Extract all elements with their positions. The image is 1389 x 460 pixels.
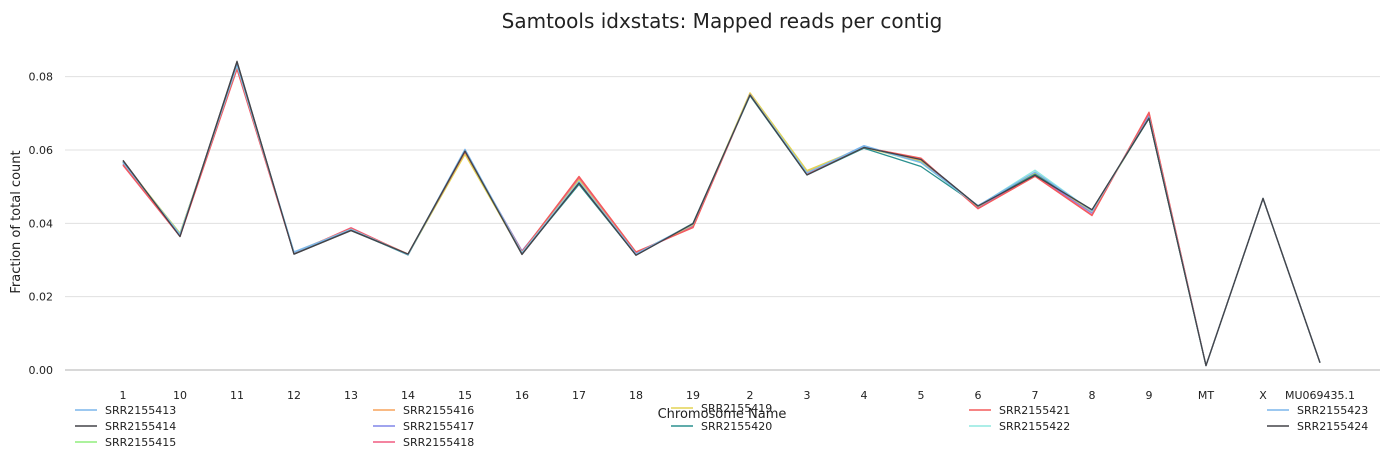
legend-label: SRR2155415 bbox=[105, 436, 176, 449]
x-tick-label: MT bbox=[1198, 389, 1214, 402]
legend-item[interactable]: SRR2155417 bbox=[373, 420, 474, 433]
series-line-SRR2155421 bbox=[122, 67, 1321, 367]
legend: SRR2155413 SRR2155414 SRR2155415 SRR2155416… bbox=[75, 402, 1368, 449]
x-tick-label: 3 bbox=[804, 389, 811, 402]
x-tick-label: 7 bbox=[1032, 389, 1039, 402]
series-line-SRR2155418 bbox=[122, 68, 1321, 367]
legend-label: SRR2155414 bbox=[105, 420, 176, 433]
legend-label: SRR2155423 bbox=[1297, 404, 1368, 417]
series-line-SRR2155416 bbox=[122, 65, 1321, 367]
x-tick-label: 19 bbox=[686, 389, 700, 402]
series-line-SRR2155423 bbox=[122, 63, 1321, 367]
x-tick-label: X bbox=[1259, 389, 1267, 402]
series-line-SRR2155417 bbox=[122, 64, 1321, 367]
x-tick-label: 13 bbox=[344, 389, 358, 402]
series-line-SRR2155419 bbox=[122, 65, 1321, 367]
chart-title: Samtools idxstats: Mapped reads per cont… bbox=[502, 9, 943, 33]
series-line-SRR2155415 bbox=[122, 66, 1321, 367]
x-tick-label: 15 bbox=[458, 389, 472, 402]
x-tick-label: 1 bbox=[120, 389, 127, 402]
x-tick-label: 8 bbox=[1089, 389, 1096, 402]
legend-label: SRR2155416 bbox=[403, 404, 474, 417]
legend-label: SRR2155419 bbox=[701, 402, 772, 415]
legend-item[interactable]: SRR2155414 bbox=[75, 420, 176, 433]
y-tick-label: 0.04 bbox=[29, 217, 54, 230]
series-line-SRR2155424 bbox=[122, 61, 1321, 367]
legend-label: SRR2155417 bbox=[403, 420, 474, 433]
x-tick-label: 18 bbox=[629, 389, 643, 402]
y-tick-label: 0.06 bbox=[29, 144, 54, 157]
legend-item[interactable]: SRR2155423 bbox=[1267, 404, 1368, 417]
y-axis-ticks: 0.00 0.02 0.04 0.06 0.08 bbox=[29, 71, 54, 377]
x-axis-ticks: 1 10 11 12 13 14 15 16 17 18 19 2 3 4 5 6 7 8 9 MT X MU069435… bbox=[120, 389, 1356, 402]
x-tick-label: 17 bbox=[572, 389, 586, 402]
legend-label: SRR2155418 bbox=[403, 436, 474, 449]
legend-label: SRR2155424 bbox=[1297, 420, 1368, 433]
legend-label: SRR2155420 bbox=[701, 420, 772, 433]
legend-item[interactable]: SRR2155420 bbox=[671, 420, 772, 433]
x-tick-label: 2 bbox=[747, 389, 754, 402]
legend-item[interactable]: SRR2155424 bbox=[1267, 420, 1368, 433]
legend-item[interactable]: SRR2155418 bbox=[373, 436, 474, 449]
x-tick-label: MU069435.1 bbox=[1285, 389, 1355, 402]
legend-item[interactable]: SRR2155415 bbox=[75, 436, 176, 449]
series-line-SRR2155413 bbox=[122, 65, 1321, 367]
series-line-SRR2155420 bbox=[122, 62, 1321, 367]
series-lines bbox=[122, 60, 1321, 367]
legend-label: SRR2155422 bbox=[999, 420, 1070, 433]
legend-item[interactable]: SRR2155421 bbox=[969, 404, 1070, 417]
x-axis-label: Chromosome Name bbox=[658, 407, 787, 422]
y-tick-label: 0.08 bbox=[29, 71, 54, 84]
legend-item[interactable]: SRR2155419 bbox=[671, 402, 772, 415]
x-tick-label: 10 bbox=[173, 389, 187, 402]
x-tick-label: 11 bbox=[230, 389, 244, 402]
legend-item[interactable]: SRR2155422 bbox=[969, 420, 1070, 433]
x-tick-label: 9 bbox=[1146, 389, 1153, 402]
x-tick-label: 12 bbox=[287, 389, 301, 402]
legend-item[interactable]: SRR2155416 bbox=[373, 404, 474, 417]
x-tick-label: 16 bbox=[515, 389, 529, 402]
x-tick-label: 4 bbox=[861, 389, 868, 402]
legend-item[interactable]: SRR2155413 bbox=[75, 404, 176, 417]
legend-label: SRR2155413 bbox=[105, 404, 176, 417]
series-line-SRR2155422 bbox=[122, 65, 1321, 367]
x-tick-label: 5 bbox=[918, 389, 925, 402]
y-tick-label: 0.00 bbox=[29, 364, 54, 377]
series-line-SRR2155414 bbox=[122, 60, 1321, 367]
x-tick-label: 14 bbox=[401, 389, 415, 402]
x-tick-label: 6 bbox=[975, 389, 982, 402]
legend-label: SRR2155421 bbox=[999, 404, 1070, 417]
y-tick-label: 0.02 bbox=[29, 291, 54, 304]
y-axis-label: Fraction of total count bbox=[9, 150, 24, 293]
